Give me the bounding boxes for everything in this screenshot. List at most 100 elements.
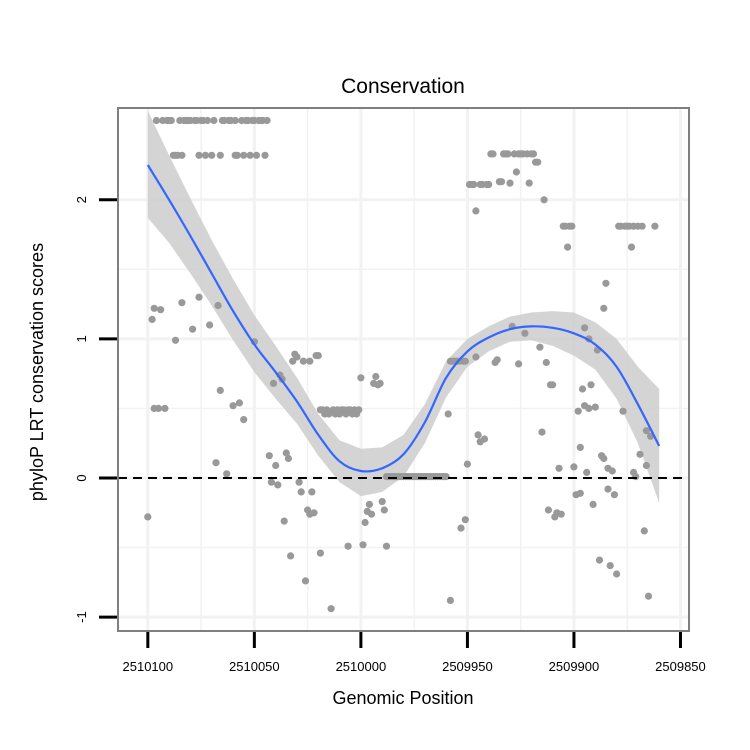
- data-point: [367, 510, 376, 518]
- data-point: [529, 150, 538, 158]
- data-point: [540, 196, 548, 204]
- data-point: [382, 542, 391, 550]
- data-point: [591, 403, 599, 411]
- data-point: [263, 116, 271, 125]
- data-point: [297, 488, 305, 496]
- data-point: [606, 562, 614, 570]
- x-tick-label: 2509950: [442, 659, 493, 674]
- x-tick-label: 2510050: [229, 659, 280, 674]
- data-point: [355, 406, 363, 414]
- data-point: [619, 407, 627, 415]
- x-tick-label: 2510000: [336, 659, 387, 674]
- y-tick-label: -1: [74, 611, 89, 623]
- data-point: [240, 416, 248, 424]
- loess-line: [146, 164, 661, 473]
- data-point: [470, 180, 478, 189]
- y-axis-title: phyloP LRT conservation scores: [27, 243, 47, 501]
- data-point: [154, 404, 163, 412]
- x-axis-title: Genomic Position: [332, 688, 473, 708]
- data-point: [651, 222, 659, 230]
- data-point: [632, 473, 640, 481]
- data-point: [208, 151, 216, 159]
- y-tick-label: 0: [74, 474, 89, 481]
- data-point: [576, 443, 584, 451]
- data-point: [178, 299, 186, 307]
- chart-title: Conservation: [341, 75, 465, 98]
- x-tick-label: 2509850: [655, 659, 706, 674]
- data-point: [223, 470, 231, 478]
- data-point: [152, 116, 160, 125]
- data-point: [269, 379, 278, 387]
- data-point: [316, 549, 324, 557]
- data-point: [600, 304, 608, 312]
- data-point: [308, 488, 316, 496]
- data-point: [457, 524, 465, 532]
- y-tick-label: 2: [74, 196, 89, 203]
- data-point: [214, 301, 222, 310]
- x-tick-label: 2509900: [549, 659, 600, 674]
- data-point: [585, 404, 593, 412]
- data-point: [314, 352, 322, 360]
- data-point: [195, 151, 203, 159]
- data-point: [493, 356, 501, 364]
- data-point: [233, 151, 241, 159]
- data-point: [480, 435, 489, 443]
- data-point: [357, 374, 365, 382]
- data-point: [504, 150, 512, 158]
- data-point: [380, 506, 388, 514]
- data-point: [365, 500, 373, 508]
- data-point: [627, 243, 636, 251]
- data-point: [555, 464, 563, 472]
- data-point: [521, 329, 529, 337]
- data-point: [461, 516, 469, 524]
- data-point: [474, 431, 482, 439]
- data-point: [570, 463, 578, 471]
- data-point: [201, 151, 209, 159]
- plot-panel: [118, 108, 689, 631]
- data-point: [506, 179, 514, 187]
- y-axis-ticks: -1 0 1 2: [74, 196, 117, 623]
- data-point: [359, 541, 367, 549]
- data-point: [203, 116, 212, 125]
- data-point: [442, 473, 450, 481]
- data-point: [282, 449, 290, 457]
- data-point: [542, 358, 550, 367]
- data-point: [216, 386, 224, 394]
- data-point: [600, 454, 608, 463]
- data-point: [310, 509, 318, 517]
- data-point: [150, 304, 158, 312]
- data-point: [157, 306, 165, 314]
- data-point: [497, 178, 506, 186]
- data-point: [525, 179, 533, 187]
- loess-line-layer: [146, 164, 661, 473]
- data-point: [167, 116, 175, 125]
- data-point: [287, 552, 295, 560]
- data-point: [344, 542, 352, 550]
- data-point: [274, 481, 282, 489]
- data-point: [461, 357, 469, 365]
- data-point: [161, 404, 169, 412]
- data-point: [602, 279, 610, 287]
- data-point: [144, 513, 152, 521]
- data-point: [638, 222, 646, 230]
- data-point: [642, 461, 651, 470]
- data-point: [372, 372, 380, 381]
- data-point: [636, 450, 644, 458]
- data-point: [229, 402, 237, 410]
- data-point: [212, 459, 220, 467]
- data-point: [178, 151, 186, 159]
- data-point: [581, 324, 589, 332]
- data-point: [595, 556, 604, 564]
- data-point: [534, 158, 542, 166]
- data-point: [272, 461, 280, 470]
- y-tick-label: 1: [74, 335, 89, 342]
- data-point: [557, 510, 565, 518]
- data-point: [216, 151, 224, 159]
- data-point: [642, 427, 651, 435]
- data-point: [210, 116, 218, 125]
- data-point: [231, 116, 239, 125]
- data-point: [472, 353, 480, 361]
- data-point: [587, 381, 595, 389]
- data-point: [267, 478, 275, 486]
